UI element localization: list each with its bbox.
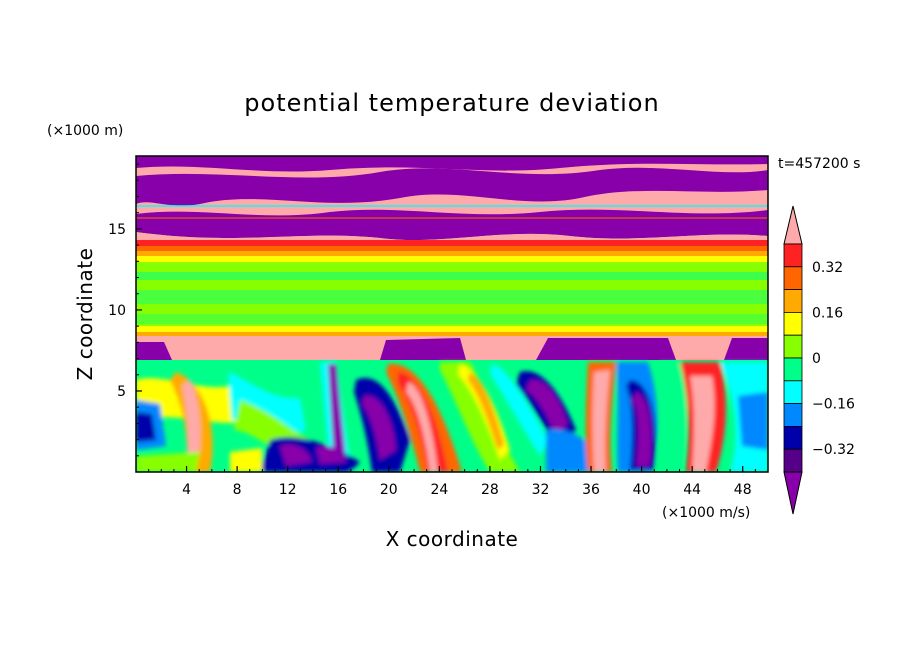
heatmap-plot	[136, 156, 768, 472]
colorbar-segment	[783, 380, 803, 404]
x-tick-label: 4	[182, 482, 191, 498]
x-tick-label: 36	[582, 482, 600, 498]
colorbar: 0.32 0.16 0 −0.16 −0.32	[783, 205, 855, 515]
x-unit-label: (×1000 m/s)	[662, 505, 750, 521]
y-unit-label: (×1000 m)	[47, 123, 123, 139]
colorbar-segment	[783, 357, 803, 382]
upper-layer	[136, 156, 768, 262]
x-tick-label: 16	[329, 482, 347, 498]
x-tick-label: 12	[279, 482, 297, 498]
y-axis-label: Z coordinate	[73, 248, 97, 381]
x-tick-label: 48	[734, 482, 752, 498]
colorbar-extend-min	[783, 471, 803, 515]
chart-title: potential temperature deviation	[244, 89, 659, 117]
colorbar-segment	[783, 289, 803, 313]
x-tick-label: 24	[430, 482, 448, 498]
colorbar-extend-max	[783, 205, 803, 245]
x-tick-label: 40	[633, 482, 651, 498]
colorbar-tick-label: −0.16	[812, 397, 855, 413]
lower-layer	[136, 362, 768, 472]
colorbar-segment	[783, 403, 803, 427]
y-tick-label: 5	[117, 384, 126, 400]
colorbar-tick-label: 0	[812, 351, 821, 367]
x-tick-label: 28	[481, 482, 499, 498]
colorbar-segment	[783, 311, 803, 336]
x-tick-label: 8	[233, 482, 242, 498]
colorbar-tick-label: 0.16	[812, 305, 843, 321]
colorbar-segment	[783, 425, 803, 450]
y-tick-label: 10	[108, 303, 126, 319]
inversion-layer	[136, 336, 768, 360]
y-axis: 5 10 15	[108, 163, 142, 457]
x-tick-label: 44	[683, 482, 701, 498]
time-label: t=457200 s	[778, 156, 860, 172]
colorbar-segment	[783, 334, 803, 359]
colorbar-tick-label: −0.32	[812, 442, 855, 458]
y-tick-label: 15	[108, 222, 126, 238]
x-tick-label: 32	[532, 482, 550, 498]
colorbar-segment	[783, 448, 803, 473]
colorbar-segment	[783, 243, 803, 268]
colorbar-tick-label: 0.32	[812, 260, 843, 276]
middle-layer	[136, 262, 768, 336]
x-axis-label: X coordinate	[386, 527, 519, 551]
x-axis: 4 8 12 16 20 24 28 32 36 40 44 48	[148, 466, 756, 498]
x-tick-label: 20	[380, 482, 398, 498]
colorbar-segment	[783, 266, 803, 290]
